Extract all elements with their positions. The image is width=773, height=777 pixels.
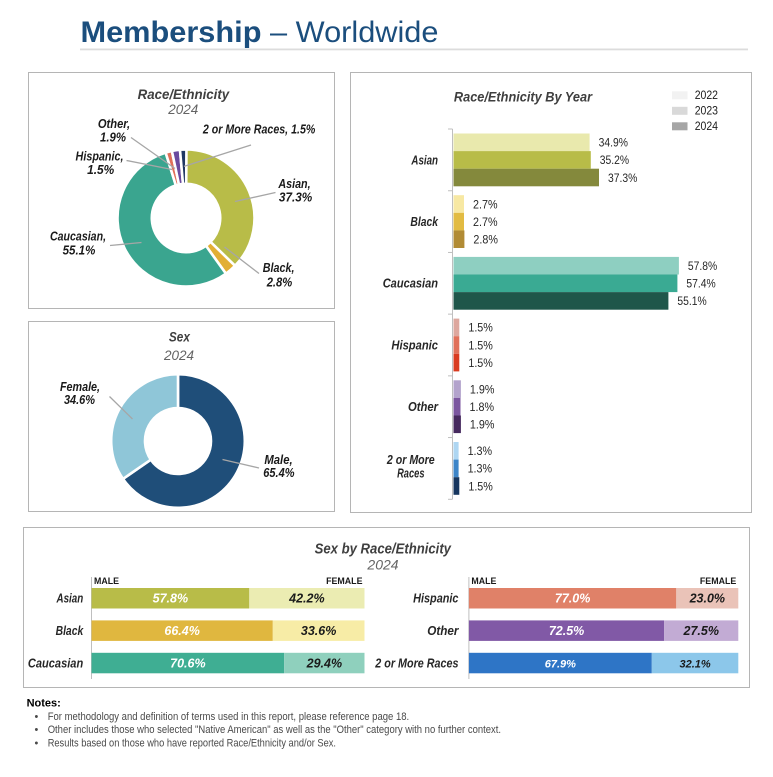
svg-text:23.0%: 23.0% bbox=[689, 592, 725, 606]
svg-text:77.0%: 77.0% bbox=[555, 592, 590, 606]
svg-text:1.5%: 1.5% bbox=[468, 321, 493, 335]
svg-text:2024: 2024 bbox=[167, 102, 198, 117]
svg-text:Caucasian: Caucasian bbox=[28, 656, 84, 670]
svg-text:27.5%: 27.5% bbox=[683, 624, 719, 638]
svg-text:Hispanic: Hispanic bbox=[391, 337, 438, 352]
svg-text:1.8%: 1.8% bbox=[470, 400, 495, 414]
svg-text:70.6%: 70.6% bbox=[170, 656, 205, 670]
svg-text:Other,: Other, bbox=[98, 116, 130, 131]
svg-text:Male,: Male, bbox=[264, 452, 292, 467]
svg-text:1.5%: 1.5% bbox=[87, 162, 114, 177]
svg-text:Black,: Black, bbox=[263, 260, 295, 275]
svg-text:Other: Other bbox=[427, 624, 459, 638]
svg-text:Results based on those who hav: Results based on those who have reported… bbox=[48, 737, 336, 749]
svg-text:67.9%: 67.9% bbox=[545, 658, 576, 670]
svg-text:57.8%: 57.8% bbox=[153, 592, 188, 606]
svg-text:2 or More Races, 1.5%: 2 or More Races, 1.5% bbox=[202, 122, 316, 137]
svg-text:Caucasian: Caucasian bbox=[383, 276, 438, 291]
svg-text:2024: 2024 bbox=[695, 121, 719, 133]
svg-text:Sex by Race/Ethnicity: Sex by Race/Ethnicity bbox=[315, 541, 452, 558]
svg-text:•: • bbox=[35, 711, 39, 723]
svg-text:•: • bbox=[35, 724, 39, 736]
svg-text:Caucasian,: Caucasian, bbox=[50, 228, 106, 243]
svg-text:2.7%: 2.7% bbox=[473, 197, 498, 211]
svg-text:2023: 2023 bbox=[695, 106, 718, 118]
svg-text:MALE: MALE bbox=[471, 576, 496, 587]
svg-text:2 or More: 2 or More bbox=[386, 452, 435, 467]
svg-text:Other includes those who selec: Other includes those who selected "Nativ… bbox=[48, 724, 501, 736]
svg-text:72.5%: 72.5% bbox=[549, 624, 584, 638]
svg-text:55.1%: 55.1% bbox=[677, 294, 707, 308]
svg-text:2024: 2024 bbox=[366, 556, 398, 572]
svg-text:2.7%: 2.7% bbox=[473, 215, 498, 229]
svg-text:Membership – Worldwide: Membership – Worldwide bbox=[81, 16, 439, 49]
svg-text:34.6%: 34.6% bbox=[64, 392, 95, 407]
svg-text:2.8%: 2.8% bbox=[473, 233, 498, 247]
svg-text:57.8%: 57.8% bbox=[688, 259, 718, 273]
svg-text:Asian,: Asian, bbox=[278, 176, 311, 191]
svg-text:Hispanic,: Hispanic, bbox=[76, 148, 124, 163]
svg-text:32.1%: 32.1% bbox=[679, 658, 710, 670]
svg-text:Race/Ethnicity: Race/Ethnicity bbox=[138, 86, 231, 102]
svg-text:•: • bbox=[35, 737, 39, 749]
svg-text:33.6%: 33.6% bbox=[301, 624, 336, 638]
svg-text:Sex: Sex bbox=[169, 329, 191, 345]
svg-text:55.1%: 55.1% bbox=[63, 242, 96, 257]
svg-text:Race/Ethnicity By Year: Race/Ethnicity By Year bbox=[454, 88, 594, 104]
svg-text:MALE: MALE bbox=[94, 576, 119, 587]
svg-text:37.3%: 37.3% bbox=[279, 190, 313, 205]
svg-text:FEMALE: FEMALE bbox=[326, 576, 362, 587]
svg-text:34.9%: 34.9% bbox=[599, 136, 629, 150]
svg-text:Asian: Asian bbox=[56, 592, 84, 606]
svg-text:37.3%: 37.3% bbox=[608, 171, 638, 185]
svg-text:42.2%: 42.2% bbox=[288, 592, 324, 606]
svg-text:1.5%: 1.5% bbox=[468, 356, 493, 370]
svg-text:66.4%: 66.4% bbox=[164, 624, 199, 638]
svg-text:1.5%: 1.5% bbox=[468, 479, 493, 493]
svg-text:2 or More Races: 2 or More Races bbox=[374, 656, 458, 670]
svg-text:29.4%: 29.4% bbox=[306, 656, 342, 670]
svg-text:2022: 2022 bbox=[695, 90, 718, 102]
svg-text:Races: Races bbox=[397, 466, 424, 481]
svg-text:Black: Black bbox=[56, 624, 84, 638]
svg-text:1.3%: 1.3% bbox=[468, 462, 493, 476]
svg-text:1.5%: 1.5% bbox=[468, 338, 493, 352]
svg-text:Black: Black bbox=[410, 214, 438, 229]
svg-text:1.9%: 1.9% bbox=[100, 129, 126, 144]
svg-text:Female,: Female, bbox=[60, 379, 100, 394]
svg-text:1.9%: 1.9% bbox=[470, 418, 495, 432]
svg-text:Asian: Asian bbox=[411, 152, 438, 167]
svg-text:57.4%: 57.4% bbox=[686, 277, 716, 291]
svg-text:65.4%: 65.4% bbox=[263, 465, 295, 480]
svg-text:Other: Other bbox=[408, 399, 439, 414]
svg-text:For methodology and definition: For methodology and definition of terms … bbox=[48, 711, 410, 723]
svg-text:FEMALE: FEMALE bbox=[700, 576, 736, 587]
svg-text:1.9%: 1.9% bbox=[470, 382, 495, 396]
svg-text:Notes:: Notes: bbox=[27, 698, 61, 710]
svg-text:1.3%: 1.3% bbox=[468, 444, 493, 458]
svg-text:2024: 2024 bbox=[163, 348, 194, 363]
svg-text:2.8%: 2.8% bbox=[266, 274, 293, 289]
svg-text:Hispanic: Hispanic bbox=[413, 592, 458, 606]
svg-text:35.2%: 35.2% bbox=[600, 153, 630, 167]
